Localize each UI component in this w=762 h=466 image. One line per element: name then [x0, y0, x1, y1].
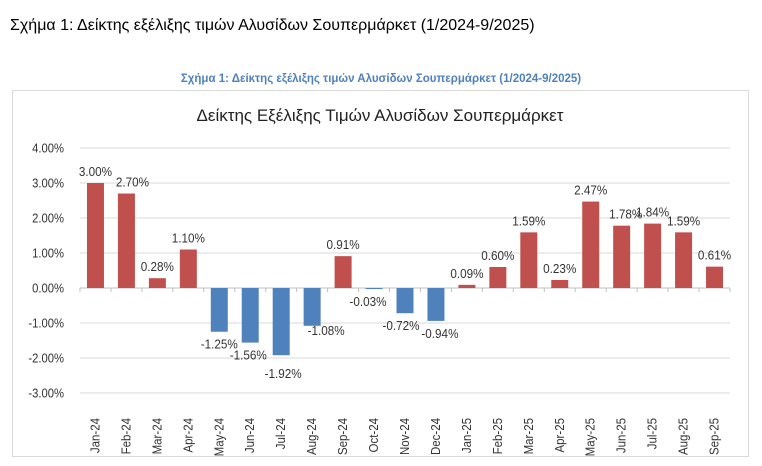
- y-tick-label: 0.00%: [32, 281, 64, 296]
- bar-dec-24: [427, 288, 445, 321]
- x-tick-label: Aug-24: [305, 418, 320, 455]
- y-tick-label: 1.00%: [32, 246, 64, 261]
- bar-aug-24: [303, 288, 321, 326]
- bar-oct-24: [365, 288, 383, 290]
- data-label: 0.60%: [481, 248, 514, 263]
- data-label: 1.59%: [667, 214, 700, 229]
- x-tick-label: Apr-25: [552, 418, 567, 453]
- bar-feb-24: [117, 193, 135, 288]
- data-label: 0.09%: [450, 266, 483, 281]
- x-tick-label: Apr-24: [181, 418, 196, 453]
- y-tick-label: -3.00%: [28, 386, 64, 401]
- bar-jan-25: [458, 284, 476, 288]
- y-tick-label: 4.00%: [32, 141, 64, 156]
- data-label: 1.84%: [636, 205, 669, 220]
- bar-jul-24: [272, 288, 290, 356]
- data-label: 1.10%: [172, 231, 205, 246]
- figure-caption: Σχήμα 1: Δείκτης εξέλιξης τιμών Αλυσίδων…: [180, 73, 582, 85]
- x-tick-label: Jan-24: [88, 418, 103, 453]
- bar-jan-24: [86, 183, 104, 288]
- x-tick-label: Dec-24: [429, 418, 444, 455]
- data-label: 1.59%: [512, 214, 545, 229]
- data-label: 2.47%: [574, 183, 607, 198]
- bar-aug-25: [675, 232, 693, 288]
- y-tick-label: 3.00%: [32, 176, 64, 191]
- data-label: -1.56%: [230, 348, 267, 363]
- x-tick-label: Jan-25: [459, 418, 474, 453]
- data-label: 2.70%: [116, 175, 149, 190]
- x-tick-label: Jul-24: [274, 418, 289, 450]
- data-label: -0.72%: [382, 319, 419, 334]
- bar-may-24: [210, 288, 228, 332]
- data-label: -1.25%: [201, 337, 238, 352]
- x-tick-label: Mar-25: [521, 418, 536, 455]
- data-label: 1.78%: [609, 207, 642, 222]
- data-label: 0.28%: [141, 260, 174, 275]
- bar-mar-24: [148, 278, 166, 288]
- y-tick-label: 2.00%: [32, 211, 64, 226]
- data-label: -1.08%: [308, 323, 345, 338]
- data-label: -1.92%: [265, 367, 302, 382]
- bar-sep-25: [706, 266, 724, 288]
- x-tick-label: Sep-24: [336, 418, 351, 455]
- bar-mar-25: [520, 232, 538, 288]
- bar-jun-24: [241, 288, 259, 343]
- data-label: -0.94%: [421, 326, 458, 341]
- x-tick-label: May-24: [212, 418, 227, 457]
- x-tick-label: Sep-25: [707, 418, 722, 455]
- x-tick-label: Jun-25: [614, 418, 629, 453]
- x-tick-label: Feb-25: [490, 418, 505, 455]
- x-tick-label: May-25: [583, 418, 598, 457]
- data-label: 3.00%: [79, 164, 112, 179]
- bar-apr-25: [551, 279, 569, 288]
- bar-may-25: [582, 201, 600, 288]
- chart-title: Δείκτης Εξέλιξης Τιμών Αλυσίδων Σουπερμά…: [197, 106, 564, 125]
- bar-feb-25: [489, 267, 507, 288]
- x-tick-label: Jun-24: [243, 418, 258, 453]
- bar-nov-24: [396, 288, 414, 314]
- data-label: 0.23%: [543, 261, 576, 276]
- data-label: 0.61%: [698, 248, 731, 263]
- bar-sep-24: [334, 256, 352, 288]
- data-label: 0.91%: [327, 238, 360, 253]
- x-tick-label: Aug-25: [676, 418, 691, 455]
- y-tick-label: -1.00%: [28, 316, 64, 331]
- x-tick-label: Mar-24: [150, 418, 165, 455]
- data-label: -0.03%: [350, 294, 387, 309]
- document-title: Σχήμα 1: Δείκτης εξέλιξης τιμών Αλυσίδων…: [10, 17, 535, 34]
- bar-jun-25: [613, 225, 631, 288]
- bar-apr-24: [179, 249, 197, 288]
- y-tick-label: -2.00%: [28, 351, 64, 366]
- x-tick-label: Feb-24: [119, 418, 134, 455]
- x-tick-label: Oct-24: [367, 418, 382, 453]
- x-tick-label: Nov-24: [398, 418, 413, 455]
- bar-jul-25: [644, 223, 662, 288]
- x-tick-label: Jul-25: [645, 418, 660, 450]
